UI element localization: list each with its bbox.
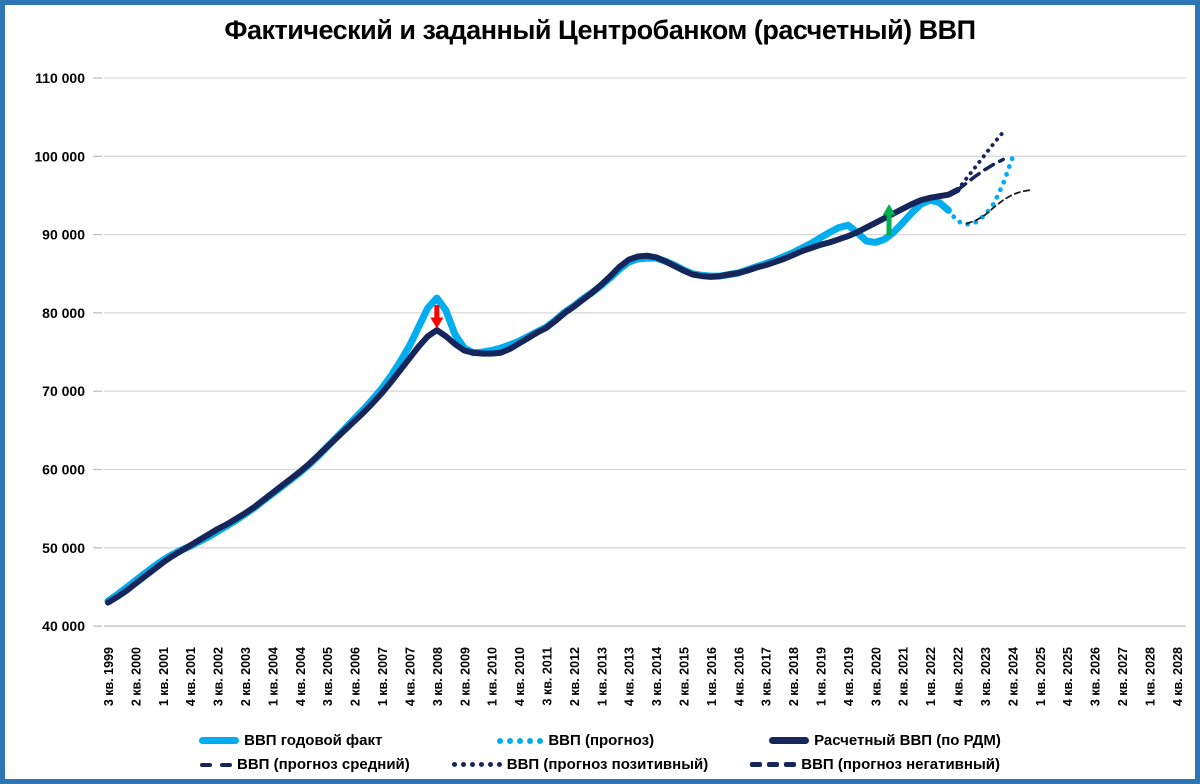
legend-item-forecast-mid: ВВП (прогноз средний)	[200, 756, 410, 773]
svg-text:70 000: 70 000	[42, 383, 85, 399]
chart-title: Фактический и заданный Центробанком (рас…	[224, 15, 976, 45]
svg-text:40 000: 40 000	[42, 618, 85, 634]
forecast-dotted-swatch-icon	[497, 737, 544, 744]
svg-text:3 кв. 2023: 3 кв. 2023	[979, 647, 993, 706]
positive-forecast-dotted-swatch-icon	[451, 762, 502, 767]
negative-forecast-dashed-swatch-icon	[750, 762, 797, 767]
svg-text:110 000: 110 000	[35, 70, 85, 86]
legend-label: ВВП (прогноз средний)	[237, 756, 410, 773]
svg-text:2 кв. 2018: 2 кв. 2018	[787, 647, 801, 706]
fact-line-swatch-icon	[199, 737, 240, 744]
svg-text:2 кв. 2009: 2 кв. 2009	[458, 647, 472, 706]
svg-text:3 кв. 2017: 3 кв. 2017	[760, 647, 774, 706]
svg-text:1 кв. 2025: 1 кв. 2025	[1034, 647, 1048, 706]
svg-text:1 кв. 2007: 1 кв. 2007	[376, 647, 390, 706]
svg-text:3 кв. 2002: 3 кв. 2002	[212, 647, 226, 706]
svg-text:2 кв. 2027: 2 кв. 2027	[1116, 647, 1130, 706]
svg-text:2 кв. 2003: 2 кв. 2003	[239, 647, 253, 706]
svg-text:90 000: 90 000	[42, 227, 85, 243]
svg-text:60 000: 60 000	[42, 462, 85, 478]
legend-row-1: ВВП годовой факт ВВП (прогноз) Расчетный…	[5, 732, 1195, 749]
legend-label: Расчетный ВВП (по РДМ)	[814, 732, 1001, 749]
svg-text:1 кв. 2010: 1 кв. 2010	[486, 647, 500, 706]
svg-text:1 кв. 2028: 1 кв. 2028	[1143, 647, 1157, 706]
svg-text:3 кв. 2005: 3 кв. 2005	[321, 647, 335, 706]
svg-text:4 кв. 2016: 4 кв. 2016	[732, 647, 746, 706]
svg-text:2 кв. 2021: 2 кв. 2021	[897, 647, 911, 706]
svg-text:1 кв. 2019: 1 кв. 2019	[815, 647, 829, 706]
svg-text:50 000: 50 000	[42, 540, 85, 556]
legend-label: ВВП (прогноз негативный)	[801, 756, 1000, 773]
gdp-line-chart: 110 000 100 000 90 000 80 000 70 000 60 000 50…	[34, 70, 1186, 706]
svg-text:1 кв. 2013: 1 кв. 2013	[595, 647, 609, 706]
svg-text:3 кв. 1999: 3 кв. 1999	[102, 647, 116, 706]
svg-text:80 000: 80 000	[42, 305, 85, 321]
svg-text:4 кв. 2022: 4 кв. 2022	[952, 647, 966, 706]
svg-text:2 кв. 2000: 2 кв. 2000	[129, 647, 143, 706]
svg-text:2 кв. 2024: 2 кв. 2024	[1006, 647, 1020, 706]
legend-item-forecast-negative: ВВП (прогноз негативный)	[750, 756, 1000, 773]
svg-text:3 кв. 2020: 3 кв. 2020	[869, 647, 883, 706]
legend-row-2: ВВП (прогноз средний) ВВП (прогноз позит…	[5, 756, 1195, 773]
legend-label: ВВП (прогноз)	[548, 732, 655, 749]
svg-text:4 кв. 2028: 4 кв. 2028	[1171, 647, 1185, 706]
legend-item-forecast-positive: ВВП (прогноз позитивный)	[451, 756, 709, 773]
svg-text:100 000: 100 000	[34, 148, 85, 164]
svg-text:4 кв. 2019: 4 кв. 2019	[842, 647, 856, 706]
svg-text:2 кв. 2006: 2 кв. 2006	[349, 647, 363, 706]
legend-label: ВВП (прогноз позитивный)	[506, 756, 709, 773]
svg-text:3 кв. 2026: 3 кв. 2026	[1089, 647, 1103, 706]
legend-item-fact: ВВП годовой факт	[199, 732, 382, 749]
svg-text:1 кв. 2004: 1 кв. 2004	[266, 647, 280, 706]
svg-text:1 кв. 2016: 1 кв. 2016	[705, 647, 719, 706]
svg-text:2 кв. 2015: 2 кв. 2015	[678, 647, 692, 706]
legend-item-forecast: ВВП (прогноз)	[497, 732, 654, 749]
chart-legend: ВВП годовой факт ВВП (прогноз) Расчетный…	[5, 732, 1195, 773]
svg-text:4 кв. 2010: 4 кв. 2010	[513, 647, 527, 706]
legend-item-calculated: Расчетный ВВП (по РДМ)	[769, 732, 1001, 749]
svg-text:3 кв. 2008: 3 кв. 2008	[431, 647, 445, 706]
svg-text:1 кв. 2001: 1 кв. 2001	[157, 647, 171, 706]
svg-text:3 кв. 2014: 3 кв. 2014	[650, 647, 664, 706]
svg-text:4 кв. 2025: 4 кв. 2025	[1061, 647, 1075, 706]
svg-text:4 кв. 2013: 4 кв. 2013	[623, 647, 637, 706]
svg-text:2 кв. 2012: 2 кв. 2012	[568, 647, 582, 706]
svg-text:4 кв. 2007: 4 кв. 2007	[403, 647, 417, 706]
mid-forecast-dashed-swatch-icon	[200, 762, 232, 767]
calc-line-swatch-icon	[769, 737, 810, 744]
legend-label: ВВП годовой факт	[244, 732, 383, 749]
svg-text:4 кв. 2001: 4 кв. 2001	[184, 647, 198, 706]
svg-text:4 кв. 2004: 4 кв. 2004	[294, 647, 308, 706]
svg-text:1 кв. 2022: 1 кв. 2022	[924, 647, 938, 706]
svg-text:3 кв. 2011: 3 кв. 2011	[540, 647, 554, 705]
